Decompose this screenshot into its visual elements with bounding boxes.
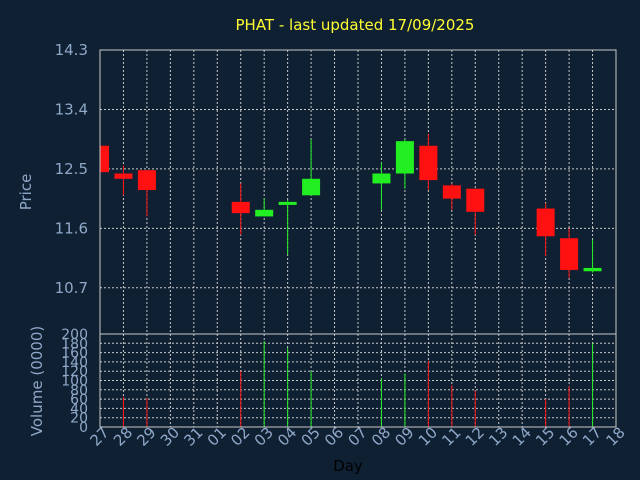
volume-bars bbox=[122, 340, 594, 427]
price-tick-labels: 14.3 13.4 12.5 11.6 10.7 bbox=[55, 41, 88, 297]
price-axis-label: Price bbox=[17, 174, 35, 211]
price-tick-label: 10.7 bbox=[55, 279, 88, 297]
price-tick-label: 11.6 bbox=[55, 219, 88, 237]
volume-tick-label: 160 bbox=[61, 346, 88, 362]
price-gridlines bbox=[100, 50, 616, 334]
price-tick-label: 14.3 bbox=[55, 41, 88, 59]
volume-tick-label: 100 bbox=[61, 374, 88, 390]
volume-tick-label: 40 bbox=[70, 401, 88, 417]
volume-tick-label: 200 bbox=[61, 327, 88, 343]
candle-body bbox=[137, 170, 156, 191]
candle-body bbox=[466, 188, 485, 212]
candle-body bbox=[114, 173, 133, 179]
volume-axis-label: Volume (0000) bbox=[28, 326, 46, 436]
volume-tick-label: 20 bbox=[70, 411, 88, 427]
volume-tick-label: 80 bbox=[70, 383, 88, 399]
candle-body bbox=[583, 267, 602, 272]
volume-tick-label: 0 bbox=[79, 420, 88, 436]
candle-body bbox=[255, 209, 274, 217]
candle-body bbox=[395, 141, 414, 174]
volume-gridlines bbox=[100, 334, 616, 427]
candle-body bbox=[442, 185, 461, 199]
candle-body bbox=[419, 145, 438, 181]
candle-body bbox=[231, 201, 250, 214]
candle-body bbox=[100, 145, 109, 173]
volume-tick-label: 180 bbox=[61, 336, 88, 352]
volume-panel-frame bbox=[99, 333, 617, 428]
candle-body bbox=[372, 173, 391, 184]
volume-tick-label: 120 bbox=[61, 364, 88, 380]
candle-body bbox=[536, 208, 555, 237]
candle-body bbox=[560, 238, 579, 270]
price-tick-label: 13.4 bbox=[55, 100, 88, 118]
price-tick-label: 12.5 bbox=[55, 160, 88, 178]
chart-title: PHAT - last updated 17/09/2025 bbox=[236, 16, 475, 34]
candle-body bbox=[278, 201, 297, 205]
candle-body bbox=[302, 178, 321, 196]
day-axis-label: Day bbox=[333, 457, 363, 475]
volume-tick-label: 140 bbox=[61, 355, 88, 371]
volume-tick-label: 60 bbox=[70, 392, 88, 408]
candles bbox=[99, 133, 602, 278]
